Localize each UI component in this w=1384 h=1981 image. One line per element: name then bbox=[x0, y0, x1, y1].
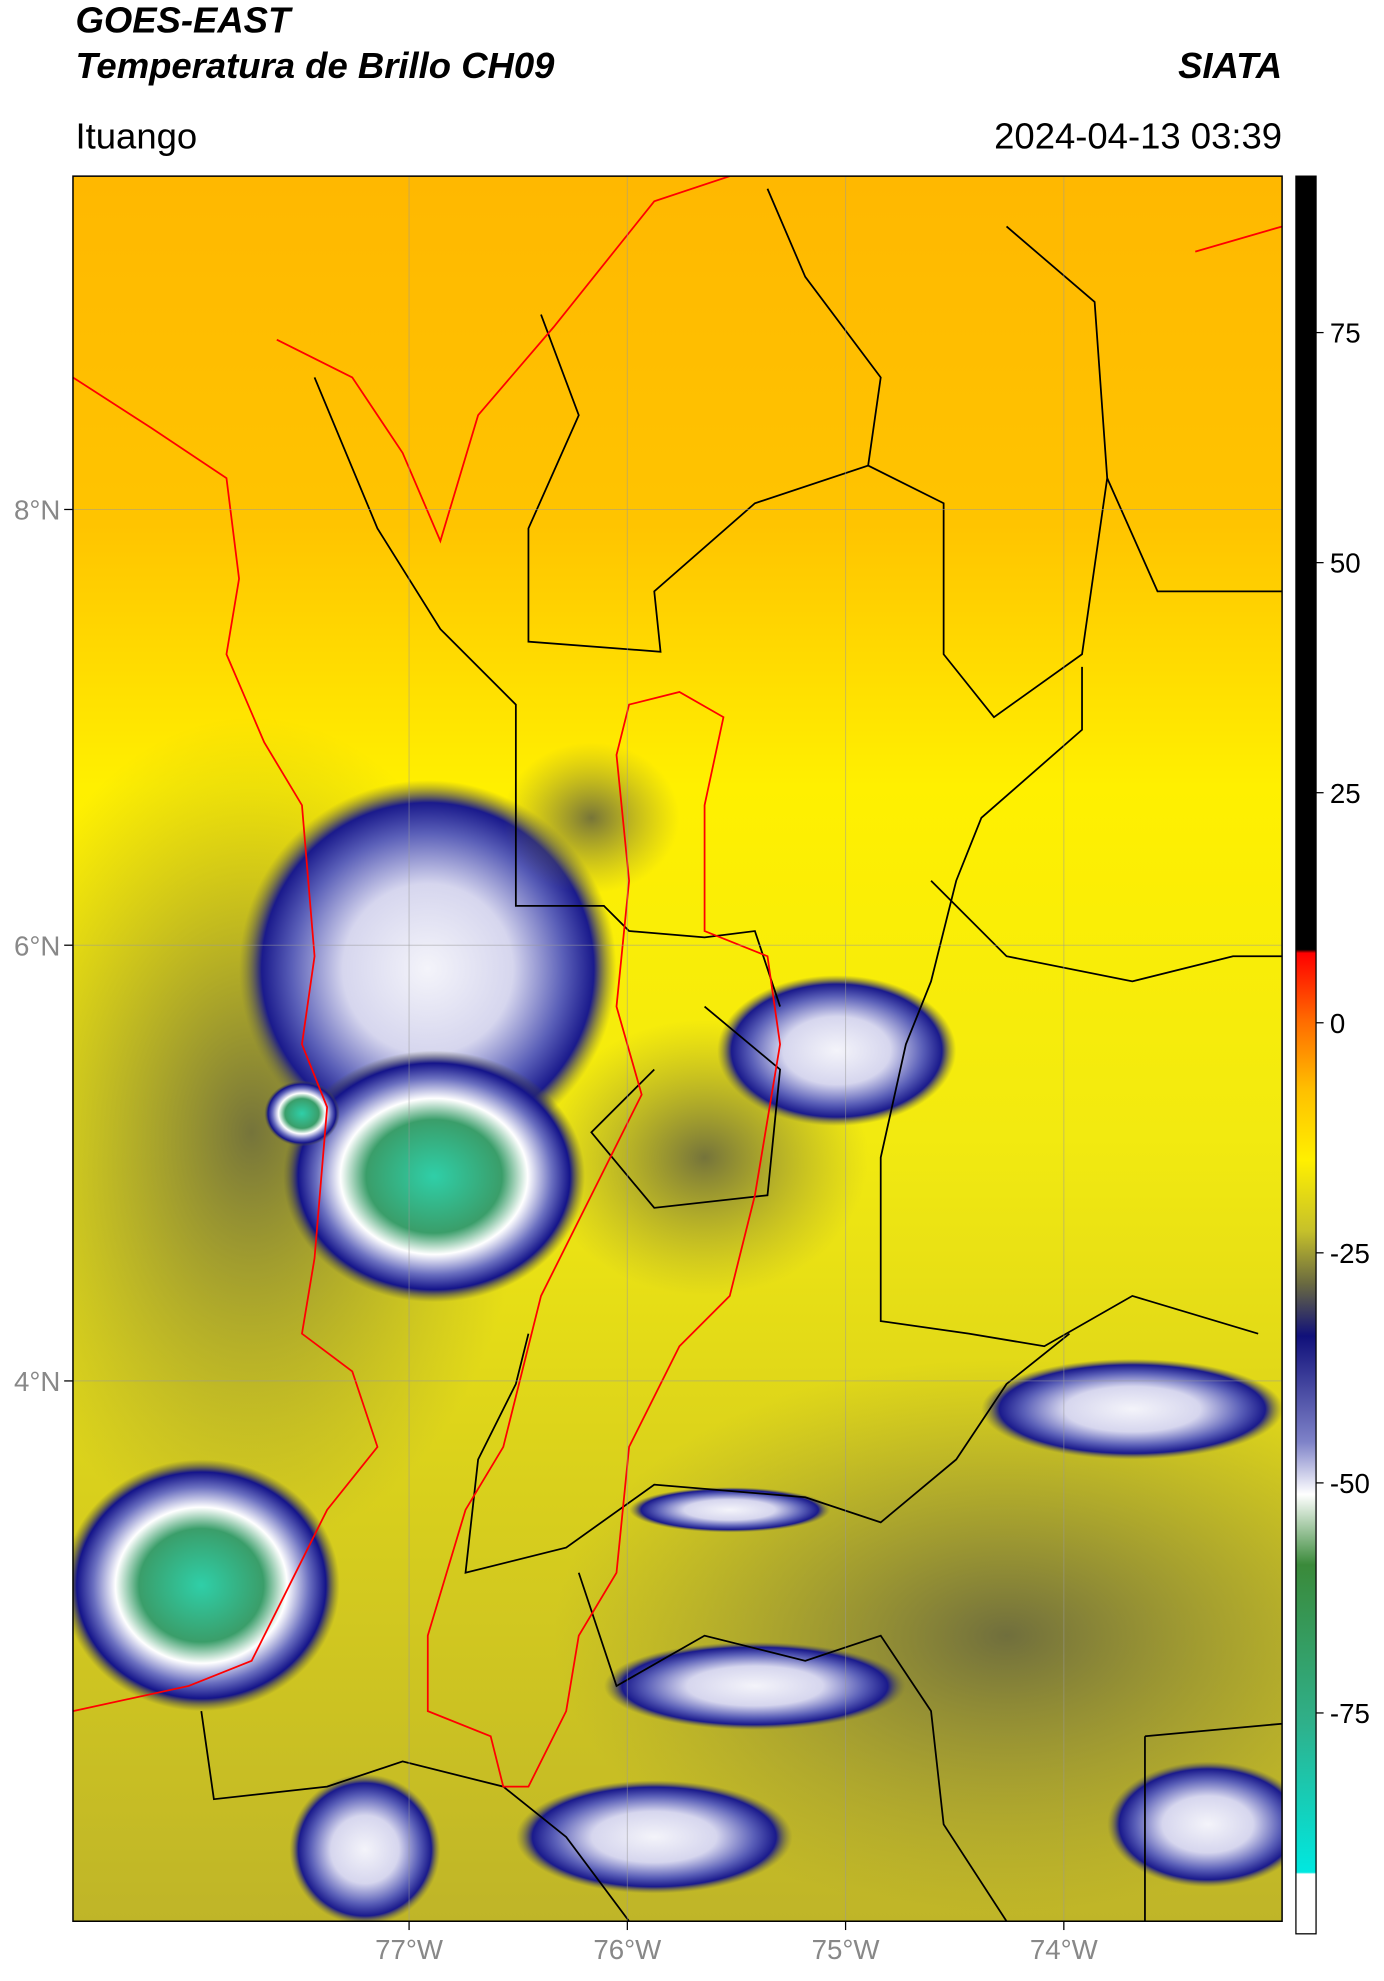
cloud-top bbox=[629, 1487, 831, 1533]
storm-core bbox=[72, 1459, 340, 1712]
colorbar-tick-label: 25 bbox=[1330, 778, 1361, 809]
storm-core bbox=[283, 1050, 586, 1303]
cloud-top bbox=[289, 1774, 441, 1922]
colorbar-tick-label: 75 bbox=[1330, 318, 1361, 349]
colorbar bbox=[1295, 175, 1317, 1935]
agency: SIATA bbox=[1178, 45, 1282, 86]
cloud-top bbox=[981, 1358, 1283, 1460]
colorbar-ticks: 75 50 25 0 -25 -50 -75 bbox=[1316, 318, 1370, 1729]
cloud-top bbox=[603, 1641, 906, 1730]
y-tick-label: 8°N bbox=[14, 495, 60, 526]
cloud-haze bbox=[503, 742, 680, 894]
satellite-title: GOES-EAST bbox=[75, 0, 293, 41]
x-tick-label: 76°W bbox=[593, 1934, 662, 1965]
colorbar-tick-label: -25 bbox=[1330, 1238, 1370, 1269]
cloud-top bbox=[239, 780, 617, 1158]
storm-core bbox=[264, 1080, 340, 1147]
cloud-top bbox=[1107, 1761, 1283, 1888]
product-title: Temperatura de Brillo CH09 bbox=[75, 45, 555, 86]
colorbar-tick-label: -50 bbox=[1330, 1468, 1370, 1499]
colorbar-tick-label: 50 bbox=[1330, 548, 1361, 579]
y-tick-label: 4°N bbox=[14, 1366, 60, 1397]
colorbar-tick-label: 0 bbox=[1330, 1008, 1345, 1039]
grid: 77°W 76°W 75°W 74°W 8°N 6°N 4°N bbox=[14, 176, 1283, 1965]
borders bbox=[200, 188, 1283, 1922]
region: Ituango bbox=[75, 115, 197, 156]
x-tick-label: 77°W bbox=[375, 1934, 444, 1965]
cloud-top bbox=[717, 975, 957, 1127]
map-frame bbox=[72, 175, 1283, 1922]
datetime: 2024-04-13 03:39 bbox=[994, 115, 1282, 156]
x-tick-label: 74°W bbox=[1030, 1934, 1099, 1965]
map-image bbox=[72, 176, 1283, 1922]
coastlines bbox=[72, 176, 1283, 1788]
cloud-top bbox=[515, 1780, 793, 1894]
colorbar-tick-label: -75 bbox=[1330, 1698, 1370, 1729]
y-tick-label: 6°N bbox=[14, 930, 60, 961]
x-tick-label: 75°W bbox=[812, 1934, 881, 1965]
